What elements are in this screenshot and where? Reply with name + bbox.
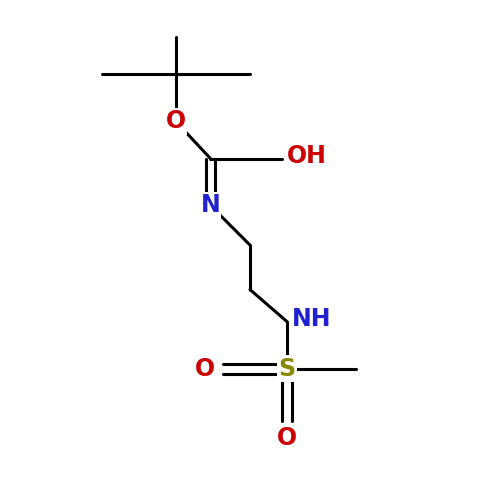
Text: O: O xyxy=(196,356,216,380)
Text: NH: NH xyxy=(292,307,332,331)
Text: O: O xyxy=(166,110,186,134)
Text: O: O xyxy=(277,426,297,450)
Text: OH: OH xyxy=(287,144,327,168)
Text: S: S xyxy=(278,356,295,380)
Text: N: N xyxy=(200,194,220,218)
